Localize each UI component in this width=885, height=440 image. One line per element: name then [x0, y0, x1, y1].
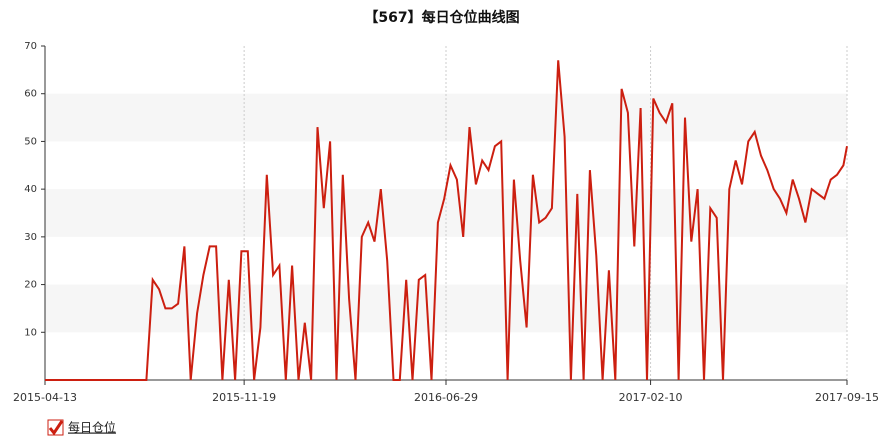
y-tick-label: 40: [24, 184, 37, 195]
y-tick-label: 30: [24, 232, 37, 243]
grid-band: [45, 93, 847, 142]
x-tick-label: 2015-04-13: [13, 391, 77, 404]
x-tick-label: 2017-09-15: [815, 391, 879, 404]
y-tick-label: 20: [24, 280, 37, 291]
x-tick-label: 2017-02-10: [619, 391, 683, 404]
y-tick-label: 60: [24, 89, 37, 100]
x-tick-label: 2015-11-19: [212, 391, 276, 404]
chart-title: 【567】每日仓位曲线图: [364, 9, 519, 26]
data-line: [45, 60, 848, 381]
legend-check: [48, 420, 64, 436]
x-tick-label: 2016-06-29: [414, 391, 478, 404]
grid-band: [45, 189, 847, 237]
y-tick-label: 70: [24, 41, 37, 52]
legend-label: 每日仓位: [68, 420, 116, 435]
y-tick-label: 10: [24, 327, 37, 338]
y-tick-label: 50: [24, 136, 37, 147]
